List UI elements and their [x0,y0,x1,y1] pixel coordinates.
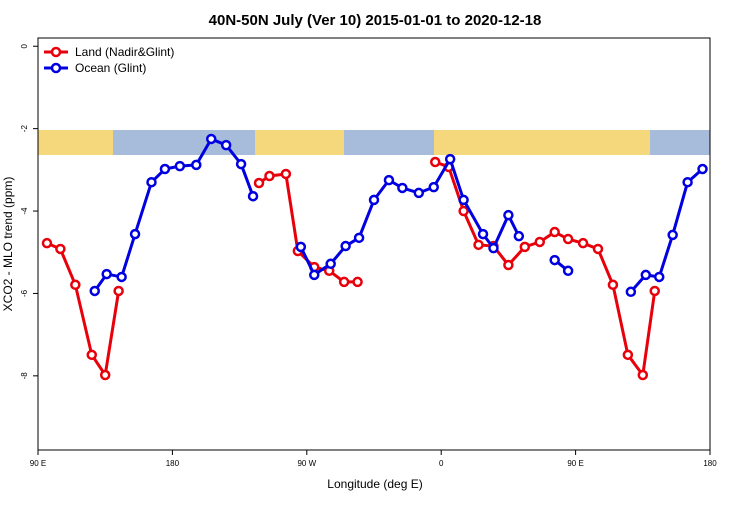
data-point [477,228,489,240]
x-tick-label: 90 E [567,459,583,468]
x-axis-label: Longitude (deg E) [327,477,422,491]
data-point [353,232,365,244]
data-point [534,236,546,248]
data-point [653,271,665,283]
legend-label: Land (Nadir&Glint) [75,45,174,59]
data-point [397,182,408,194]
data-point [473,239,484,251]
data-point [129,228,141,240]
data-point [562,265,574,277]
data-point [577,237,589,249]
map-ocean [650,130,710,155]
data-point [99,369,111,381]
data-point [235,158,247,170]
y-tick-label: 0 [20,43,29,48]
data-point [352,276,363,288]
y-tick-label: -8 [20,372,29,380]
data-point [513,230,525,242]
data-point [519,241,531,253]
data-point [174,160,186,172]
y-tick-label: -6 [20,289,29,297]
map-ocean [113,130,255,155]
data-point [159,163,171,175]
data-point [640,269,652,281]
data-point [340,240,351,252]
data-point [86,349,98,361]
y-axis-label: XCO2 - MLO trend (ppm) [1,177,15,312]
chart-title: 40N-50N July (Ver 10) 2015-01-01 to 2020… [209,12,542,29]
y-tick-label: -4 [20,207,29,215]
data-point [368,194,380,206]
legend-marker [50,46,62,58]
data-point [191,159,202,171]
data-point [667,229,678,241]
data-point [253,177,265,189]
data-point [205,133,217,145]
data-point [697,163,708,175]
data-point [428,181,439,193]
x-tick-label: 180 [703,459,717,468]
data-point [325,258,336,270]
data-point [55,243,66,255]
data-point [488,242,499,254]
plot-frame [37,37,711,451]
data-point [413,187,425,199]
data-point [429,156,441,168]
data-point [444,153,456,165]
data-point [607,279,619,291]
map-ocean [344,130,434,155]
data-point [70,279,81,291]
data-point [622,349,634,361]
data-point [116,271,127,283]
data-point [503,259,514,271]
data-point [280,168,292,180]
y-tick-label: -2 [20,125,29,133]
legend-label: Ocean (Glint) [75,61,146,75]
data-point [383,174,395,186]
data-point [625,286,637,298]
x-tick-label: 0 [439,459,444,468]
map-strip [38,130,710,155]
data-point [101,268,112,280]
data-point [247,190,259,202]
data-point [503,209,514,221]
x-tick-label: 90 E [30,459,46,468]
series-line [93,137,704,293]
data-point [549,254,560,266]
data-point [41,237,53,249]
x-tick-label: 180 [166,459,180,468]
data-point [309,269,320,281]
data-point [682,176,693,188]
legend-marker [50,62,62,74]
data-point [458,194,469,206]
data-point [220,139,232,151]
data-point [146,176,157,188]
data-point [295,241,307,253]
data-point [458,205,469,217]
data-point [113,285,124,297]
data-point [89,285,100,297]
data-point [637,369,649,381]
data-point [549,226,560,238]
data-point [562,233,574,245]
data-point [592,243,604,255]
data-point [264,170,275,182]
x-tick-label: 90 W [297,459,316,468]
data-point [649,285,660,297]
data-point [338,276,350,288]
